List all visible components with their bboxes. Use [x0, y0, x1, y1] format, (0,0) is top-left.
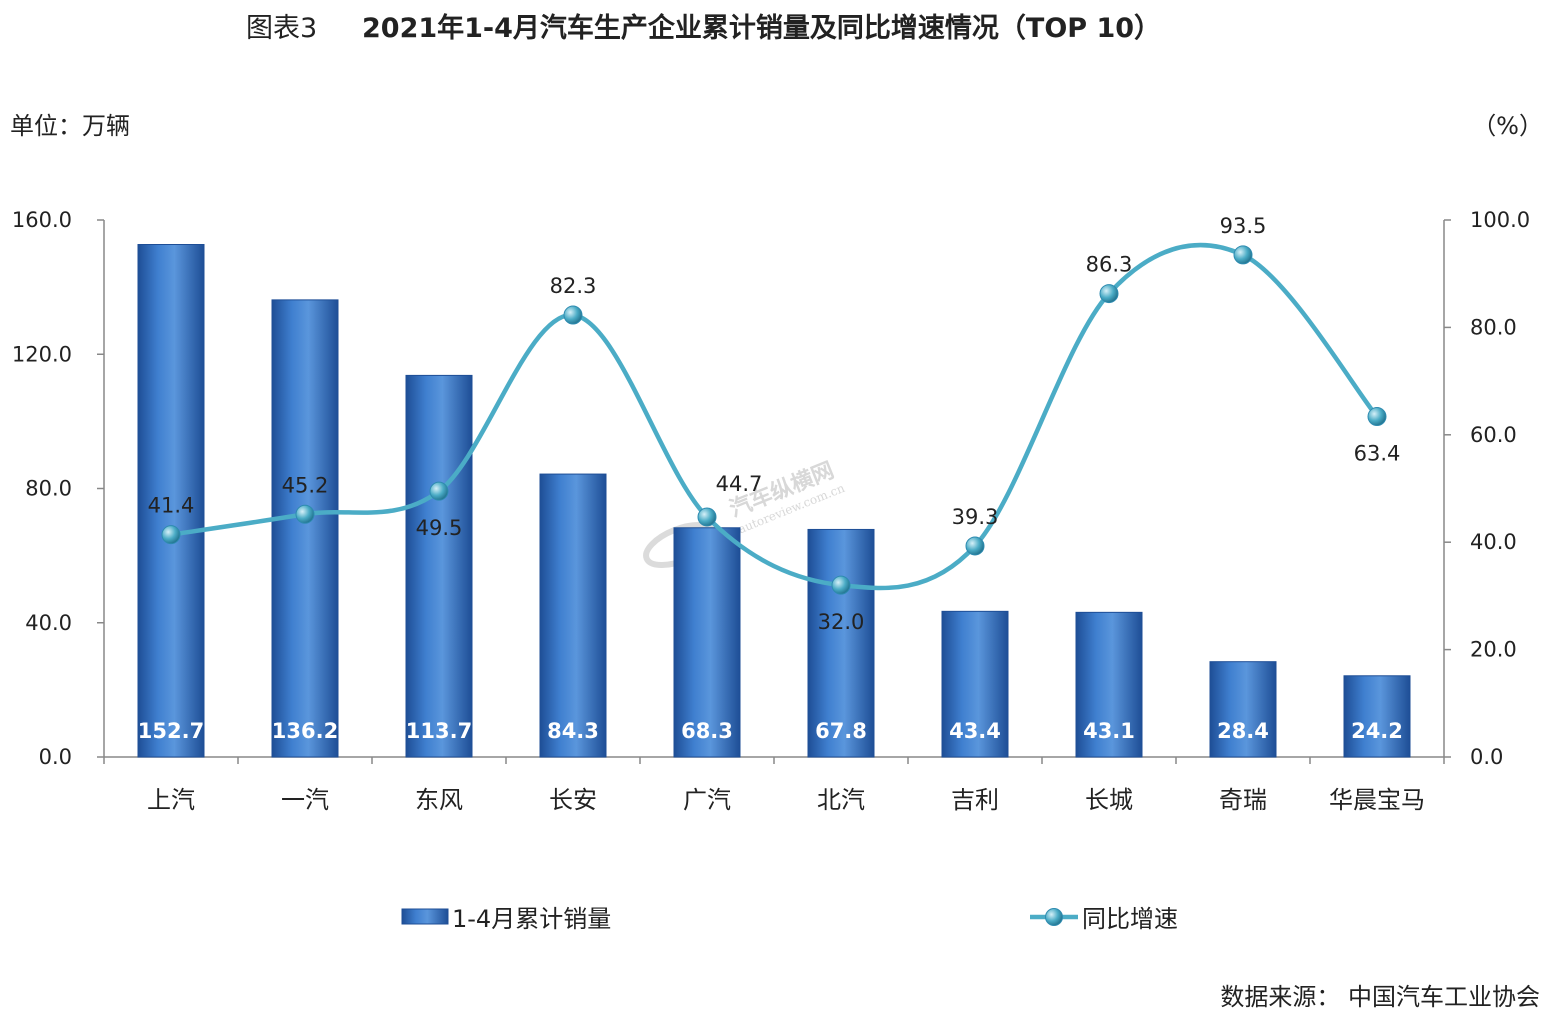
growth-markers — [161, 245, 1387, 595]
category-label: 华晨宝马 — [1329, 786, 1425, 814]
bar-北汽 — [807, 528, 875, 758]
category-label: 东风 — [415, 786, 463, 814]
right-axis-unit: （%） — [1472, 112, 1543, 140]
growth-value-label: 39.3 — [952, 505, 999, 529]
bar-value-label: 68.3 — [681, 719, 733, 743]
left-axis-unit: 单位：万辆 — [10, 112, 130, 140]
bar-value-label: 136.2 — [272, 719, 338, 743]
bar-长安 — [539, 473, 607, 758]
plot-area: 0.0 40.0 80.0 120.0 160.0 0.0 20.0 40.0 60.0 80.… — [12, 208, 1530, 814]
category-label: 奇瑞 — [1219, 786, 1267, 814]
bar-华晨宝马 — [1343, 675, 1411, 758]
left-tick-label: 120.0 — [12, 342, 72, 366]
legend: 1-4月累计销量 同比增速 — [401, 905, 1178, 933]
right-axis-ticks: 0.0 20.0 40.0 60.0 80.0 100.0 — [1444, 208, 1530, 769]
figure-label: 图表3 — [246, 13, 317, 44]
growth-value-label: 45.2 — [282, 473, 329, 497]
x-axis-ticks — [103, 757, 1445, 764]
left-tick-label: 160.0 — [12, 208, 72, 232]
left-tick-label: 40.0 — [25, 611, 72, 635]
category-label: 一汽 — [281, 786, 329, 814]
right-tick-label: 80.0 — [1470, 315, 1517, 339]
growth-marker — [1099, 284, 1119, 304]
right-tick-label: 60.0 — [1470, 423, 1517, 447]
legend-marker-icon — [1045, 908, 1063, 926]
bar-长城 — [1075, 611, 1143, 758]
category-label: 长安 — [549, 786, 597, 814]
bar-东风 — [405, 374, 473, 758]
bar-series — [137, 244, 1411, 758]
bar-data-labels: 152.7 136.2 113.7 84.3 68.3 67.8 43.4 43.1 28.4 2… — [138, 719, 1403, 743]
chart-title: 2021年1-4月汽车生产企业累计销量及同比增速情况（TOP 10） — [362, 12, 1161, 44]
growth-value-label: 86.3 — [1086, 253, 1133, 277]
legend-item-growth: 同比增速 — [1030, 905, 1178, 933]
legend-label-growth: 同比增速 — [1082, 905, 1178, 933]
growth-marker — [1233, 245, 1253, 265]
growth-line — [168, 242, 1380, 591]
left-tick-label: 80.0 — [25, 477, 72, 501]
bar-value-label: 43.1 — [1083, 719, 1135, 743]
growth-value-label: 41.4 — [148, 494, 195, 518]
legend-label-sales: 1-4月累计销量 — [452, 905, 611, 933]
bar-value-label: 43.4 — [949, 719, 1001, 743]
right-tick-label: 100.0 — [1470, 208, 1530, 232]
bar-广汽 — [673, 527, 741, 758]
data-source: 数据来源： 中国汽车工业协会 — [1220, 983, 1540, 1011]
bar-value-label: 67.8 — [815, 719, 867, 743]
category-label: 北汽 — [817, 786, 865, 814]
bar-上汽 — [137, 244, 205, 758]
right-tick-label: 20.0 — [1470, 638, 1517, 662]
legend-item-sales: 1-4月累计销量 — [401, 905, 611, 933]
bar-value-label: 152.7 — [138, 719, 204, 743]
bar-吉利 — [941, 610, 1009, 758]
growth-value-label: 44.7 — [716, 472, 763, 496]
growth-marker — [429, 481, 449, 501]
growth-marker — [965, 536, 985, 556]
bar-value-label: 113.7 — [406, 719, 472, 743]
right-tick-label: 0.0 — [1470, 745, 1503, 769]
bar-value-label: 24.2 — [1351, 719, 1403, 743]
growth-value-label: 32.0 — [818, 610, 865, 634]
growth-data-labels: 41.4 45.2 49.5 82.3 44.7 32.0 39.3 86.3 93.5 63.4 — [148, 214, 1401, 634]
growth-marker — [1367, 407, 1387, 427]
right-tick-label: 40.0 — [1470, 530, 1517, 554]
bar-value-label: 84.3 — [547, 719, 599, 743]
growth-value-label: 82.3 — [550, 274, 597, 298]
category-label: 长城 — [1085, 786, 1133, 814]
left-tick-label: 0.0 — [39, 745, 72, 769]
bar-奇瑞 — [1209, 661, 1277, 758]
bar-一汽 — [271, 299, 339, 758]
category-label: 广汽 — [683, 786, 731, 814]
growth-marker — [697, 507, 717, 527]
category-label: 上汽 — [147, 786, 195, 814]
left-axis-ticks: 0.0 40.0 80.0 120.0 160.0 — [12, 208, 104, 769]
legend-bar-swatch — [401, 908, 449, 925]
growth-value-label: 49.5 — [416, 516, 463, 540]
growth-marker — [161, 525, 181, 545]
category-label: 吉利 — [951, 786, 999, 814]
growth-marker — [295, 504, 315, 524]
growth-marker — [563, 305, 583, 325]
growth-value-label: 93.5 — [1220, 214, 1267, 238]
bar-value-label: 28.4 — [1217, 719, 1269, 743]
category-labels: 上汽 一汽 东风 长安 广汽 北汽 吉利 长城 奇瑞 华晨宝马 — [147, 786, 1425, 814]
growth-marker — [831, 575, 851, 595]
growth-value-label: 63.4 — [1354, 442, 1401, 466]
